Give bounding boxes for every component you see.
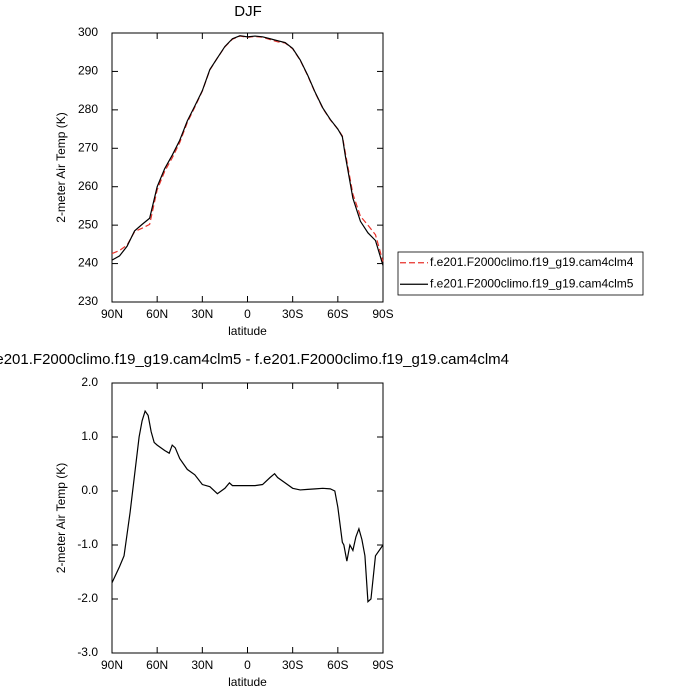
x-tick-label: 90N [101, 307, 123, 321]
y-tick-label: 280 [78, 102, 98, 116]
legend-label: f.e201.F2000climo.f19_g19.cam4clm4 [430, 255, 634, 269]
y-tick-label: 2.0 [81, 375, 98, 389]
y-axis-label: 2-meter Air Temp (K) [54, 112, 68, 222]
y-tick-label: 300 [78, 25, 98, 39]
x-tick-label: 60S [327, 658, 348, 672]
plot-frame [111, 382, 384, 654]
plot-frame [111, 32, 384, 303]
chart-title: f.e201.F2000climo.f19_g19.cam4clm5 - f.e… [0, 351, 509, 368]
y-tick-label: -3.0 [77, 645, 98, 659]
x-axis-label: latitude [228, 324, 267, 338]
x-tick-label: 0 [244, 658, 251, 672]
x-tick-label: 30S [282, 307, 303, 321]
data-line [111, 409, 384, 603]
x-tick-label: 30N [191, 658, 213, 672]
x-tick-label: 90S [372, 658, 393, 672]
y-tick-label: 240 [78, 256, 98, 270]
x-tick-label: 60N [146, 307, 168, 321]
legend-label: f.e201.F2000climo.f19_g19.cam4clm5 [430, 276, 634, 290]
y-tick-label: 260 [78, 179, 98, 193]
x-tick-label: 60N [146, 658, 168, 672]
x-tick-label: 30N [191, 307, 213, 321]
y-tick-label: 290 [78, 64, 98, 78]
data-line [111, 35, 384, 262]
x-tick-label: 0 [244, 307, 251, 321]
y-tick-label: 230 [78, 294, 98, 308]
x-tick-label: 60S [327, 307, 348, 321]
x-tick-label: 30S [282, 658, 303, 672]
y-tick-label: 1.0 [81, 429, 98, 443]
x-axis-label: latitude [228, 675, 267, 689]
y-tick-label: 250 [78, 217, 98, 231]
y-tick-label: -2.0 [77, 591, 98, 605]
chart-title: DJF [234, 3, 262, 20]
x-tick-label: 90S [372, 307, 393, 321]
y-tick-label: 0.0 [81, 483, 98, 497]
y-axis-label: 2-meter Air Temp (K) [54, 463, 68, 573]
legend-box [397, 251, 644, 296]
y-tick-label: 270 [78, 140, 98, 154]
y-tick-label: -1.0 [77, 537, 98, 551]
x-tick-label: 90N [101, 658, 123, 672]
data-line [111, 35, 384, 266]
